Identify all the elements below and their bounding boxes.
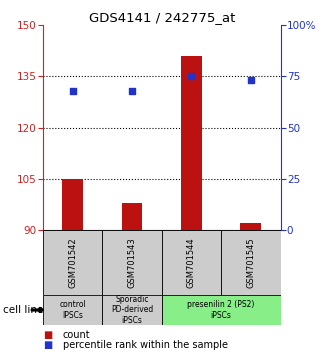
Text: percentile rank within the sample: percentile rank within the sample: [63, 340, 228, 350]
Bar: [162, 295, 280, 325]
Bar: [102, 295, 162, 325]
Text: GSM701544: GSM701544: [187, 237, 196, 288]
Point: [129, 88, 135, 93]
Bar: [43, 295, 102, 325]
Bar: [43, 230, 102, 295]
Text: Sporadic
PD-derived
iPSCs: Sporadic PD-derived iPSCs: [111, 295, 153, 325]
Text: GSM701545: GSM701545: [246, 237, 255, 288]
Bar: [162, 230, 221, 295]
Text: ■: ■: [43, 340, 52, 350]
Text: count: count: [63, 330, 90, 339]
Text: presenilin 2 (PS2)
iPSCs: presenilin 2 (PS2) iPSCs: [187, 300, 255, 320]
Bar: [121, 203, 142, 230]
Text: ■: ■: [43, 330, 52, 339]
Point: [70, 88, 75, 93]
Text: GSM701542: GSM701542: [68, 237, 77, 288]
Text: cell line: cell line: [3, 305, 44, 315]
Bar: [102, 230, 162, 295]
Point: [248, 78, 253, 83]
Text: GSM701543: GSM701543: [127, 237, 137, 288]
Point: [189, 73, 194, 79]
Bar: [221, 230, 280, 295]
Bar: [181, 56, 202, 230]
Title: GDS4141 / 242775_at: GDS4141 / 242775_at: [88, 11, 235, 24]
Bar: [62, 179, 83, 230]
Bar: [240, 223, 261, 230]
Text: control
IPSCs: control IPSCs: [59, 300, 86, 320]
